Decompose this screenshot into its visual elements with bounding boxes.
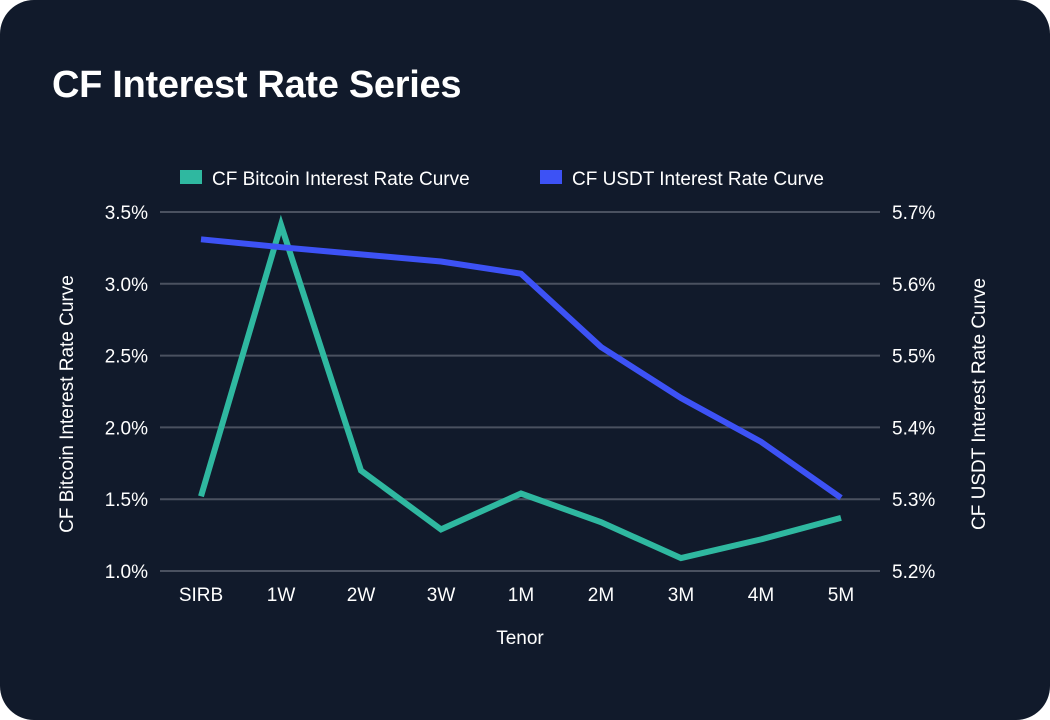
legend-label-btc: CF Bitcoin Interest Rate Curve: [212, 169, 470, 190]
x-tick-label: 5M: [828, 585, 854, 606]
chart-title: CF Interest Rate Series: [52, 64, 462, 106]
left-tick-label: 2.5%: [105, 347, 148, 368]
series-line-usdt: [200, 236, 843, 501]
right-axis-label: CF USDT Interest Rate Curve: [969, 278, 990, 530]
right-axis-ticks: 5.2% 5.3% 5.4% 5.5% 5.6% 5.7%: [892, 203, 935, 583]
grid-lines: [160, 211, 880, 572]
x-tick-label: SIRB: [179, 585, 223, 606]
x-tick-label: 1W: [267, 585, 296, 606]
x-tick-label: 1M: [508, 585, 534, 606]
legend-swatch-usdt: [540, 170, 562, 184]
x-axis-label: Tenor: [496, 628, 544, 649]
x-tick-label: 4M: [748, 585, 774, 606]
right-tick-label: 5.6%: [892, 275, 935, 296]
series-lines: [198, 214, 843, 562]
legend-label-usdt: CF USDT Interest Rate Curve: [572, 169, 824, 190]
x-tick-label: 2M: [588, 585, 614, 606]
series-line-btc: [198, 214, 842, 562]
left-tick-label: 1.5%: [105, 490, 148, 511]
left-tick-label: 2.0%: [105, 418, 148, 439]
right-tick-label: 5.4%: [892, 418, 935, 439]
left-axis-label: CF Bitcoin Interest Rate Curve: [57, 275, 78, 533]
x-axis-ticks: SIRB 1W 2W 3W 1M 2M 3M 4M 5M: [179, 585, 854, 606]
x-tick-label: 3W: [427, 585, 456, 606]
right-tick-label: 5.2%: [892, 562, 935, 583]
right-tick-label: 5.3%: [892, 490, 935, 511]
left-axis-ticks: 1.0% 1.5% 2.0% 2.5% 3.0% 3.5%: [105, 203, 148, 583]
left-tick-label: 3.5%: [105, 203, 148, 224]
legend-swatch-btc: [180, 170, 202, 184]
legend: CF Bitcoin Interest Rate Curve CF USDT I…: [180, 169, 824, 190]
left-tick-label: 3.0%: [105, 275, 148, 296]
x-tick-label: 3M: [668, 585, 694, 606]
left-tick-label: 1.0%: [105, 562, 148, 583]
x-tick-label: 2W: [347, 585, 376, 606]
right-tick-label: 5.5%: [892, 347, 935, 368]
right-tick-label: 5.7%: [892, 203, 935, 224]
